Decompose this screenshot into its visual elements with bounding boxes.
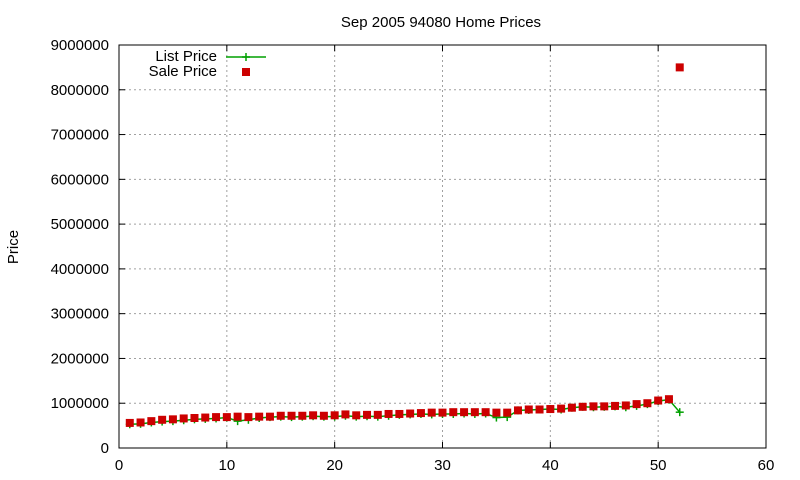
sale-price-point <box>632 400 641 409</box>
sale-price-point <box>675 63 684 72</box>
sale-price-point <box>330 411 339 420</box>
sale-price-point <box>546 405 555 414</box>
x-tick-label: 20 <box>326 457 343 474</box>
sale-price-point <box>449 408 458 417</box>
y-tick-label: 6000000 <box>51 171 109 188</box>
sale-price-point <box>212 413 221 422</box>
sale-price-point <box>460 408 469 417</box>
sale-price-point <box>395 409 404 418</box>
sale-price-point <box>535 405 544 414</box>
sale-price-point <box>513 406 522 415</box>
sale-price-point <box>492 408 501 417</box>
y-tick-label: 7000000 <box>51 127 109 144</box>
sale-price-point <box>125 418 134 427</box>
sale-price-point <box>589 402 598 411</box>
y-tick-label: 5000000 <box>51 216 109 233</box>
sale-price-point <box>557 404 566 413</box>
y-tick-label: 3000000 <box>51 306 109 323</box>
y-axis: 0 1000000 2000000 3000000 4000000 5000000 6000… <box>51 37 766 457</box>
sale-price-point <box>600 402 609 411</box>
sale-price-point <box>190 413 199 422</box>
sale-price-point <box>384 409 393 418</box>
x-tick-label: 30 <box>434 457 451 474</box>
sale-price-point <box>567 403 576 412</box>
chart-title: Sep 2005 94080 Home Prices <box>341 14 541 31</box>
y-axis-label: Price <box>5 230 22 264</box>
sale-price-point <box>643 399 652 408</box>
sale-price-point <box>298 411 307 420</box>
legend: List Price Sale Price <box>149 48 266 80</box>
y-tick-label: 1000000 <box>51 395 109 412</box>
sale-price-point <box>179 414 188 423</box>
sale-price-point <box>406 409 415 418</box>
x-tick-label: 10 <box>218 457 235 474</box>
sale-price-point <box>470 408 479 417</box>
legend-marker-list-price <box>242 53 250 61</box>
sale-price-point <box>276 411 285 420</box>
sale-price-point <box>136 418 145 427</box>
grid-lines <box>119 45 766 448</box>
sale-price-point <box>664 395 673 404</box>
sale-price-point <box>309 411 318 420</box>
list-price-line <box>129 398 681 426</box>
y-tick-label: 2000000 <box>51 350 109 367</box>
x-tick-label: 60 <box>758 457 775 474</box>
sale-price-point <box>578 402 587 411</box>
x-tick-label: 0 <box>115 457 123 474</box>
sale-price-point <box>147 417 156 426</box>
sale-price-point <box>621 401 630 410</box>
legend-label-sale-price: Sale Price <box>149 63 217 80</box>
y-tick-label: 8000000 <box>51 82 109 99</box>
sale-price-point <box>233 412 242 421</box>
plot-series <box>125 63 684 429</box>
sale-price-point <box>503 408 512 417</box>
sale-price-point <box>611 401 620 410</box>
sale-price-point <box>481 408 490 417</box>
sale-price-point <box>438 408 447 417</box>
legend-label-list-price: List Price <box>155 48 217 65</box>
sale-price-point <box>416 409 425 418</box>
sale-price-point <box>222 413 231 422</box>
list-price-point <box>675 408 684 417</box>
sale-price-point <box>287 411 296 420</box>
x-tick-label: 40 <box>542 457 559 474</box>
y-tick-label: 4000000 <box>51 261 109 278</box>
sale-price-point <box>244 413 253 422</box>
legend-marker-sale-price <box>242 68 250 76</box>
sale-price-point <box>168 415 177 424</box>
sale-price-point <box>201 413 210 422</box>
sale-price-point <box>265 412 274 421</box>
sale-price-point <box>319 411 328 420</box>
x-axis: 0 10 20 30 40 50 60 <box>115 45 775 474</box>
x-tick-label: 50 <box>650 457 667 474</box>
legend-sample-sale-price <box>242 68 250 76</box>
sale-price-point <box>654 396 663 405</box>
sale-price-point <box>158 415 167 424</box>
plot-frame <box>118 44 767 449</box>
y-tick-label: 0 <box>101 440 109 457</box>
sale-price-point <box>427 408 436 417</box>
sale-price-point <box>341 410 350 419</box>
y-tick-label: 9000000 <box>51 37 109 54</box>
sale-price-point <box>363 410 372 419</box>
sale-price-point <box>373 410 382 419</box>
legend-sample-list-price <box>226 53 266 61</box>
sale-price-point <box>352 411 361 420</box>
sale-price-point <box>255 412 264 421</box>
sale-price-point <box>524 405 533 414</box>
